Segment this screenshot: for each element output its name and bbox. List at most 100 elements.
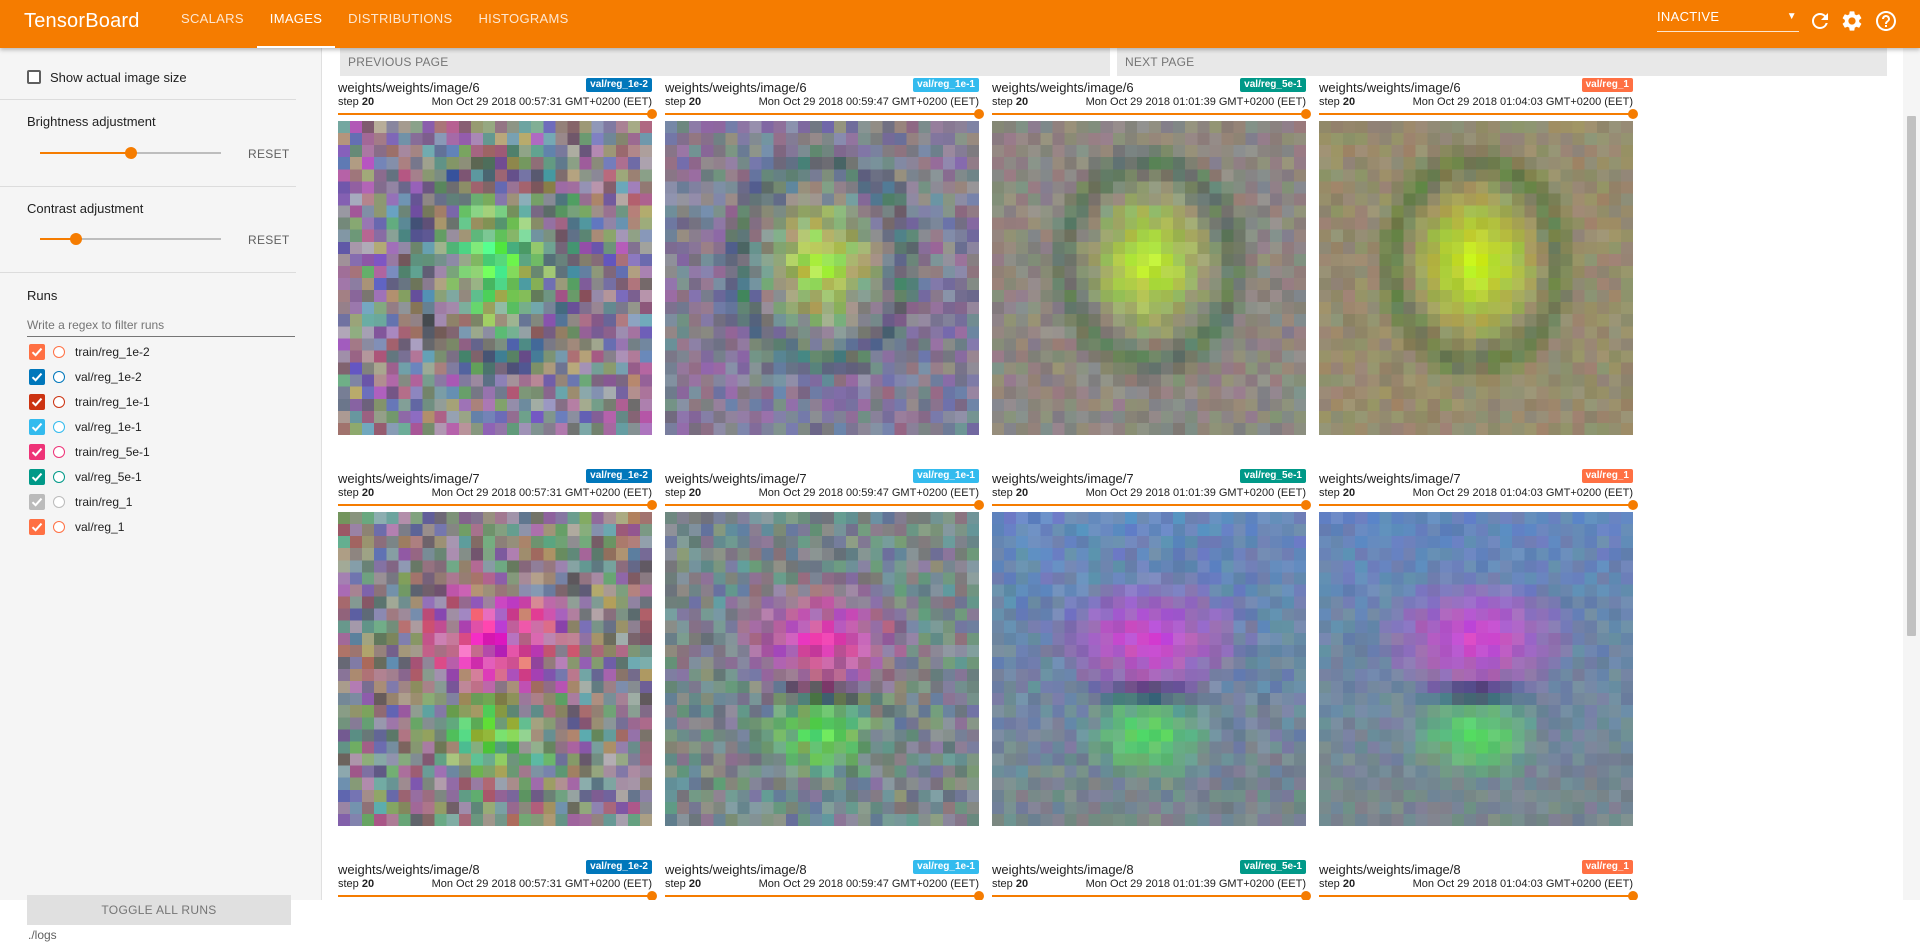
checkmark-icon — [30, 520, 44, 534]
step-slider-handle[interactable] — [974, 891, 984, 900]
step-label: step 20 — [338, 96, 374, 108]
run-color-radio[interactable] — [53, 371, 65, 383]
step-slider-handle[interactable] — [647, 891, 657, 900]
run-color-radio[interactable] — [53, 396, 65, 408]
brightness-reset-button[interactable]: RESET — [248, 147, 290, 161]
step-value: 20 — [1343, 487, 1355, 499]
step-slider[interactable] — [992, 895, 1306, 897]
step-label: step 20 — [1319, 878, 1355, 890]
step-slider-handle[interactable] — [1628, 891, 1638, 900]
image-tag-title: weights/weights/image/7 — [992, 471, 1134, 486]
contrast-handle[interactable] — [70, 233, 82, 245]
step-slider[interactable] — [992, 113, 1306, 115]
step-value: 20 — [1343, 878, 1355, 890]
step-slider-handle[interactable] — [974, 500, 984, 510]
tab-histograms[interactable]: HISTOGRAMS — [465, 0, 581, 48]
run-color-radio[interactable] — [53, 446, 65, 458]
run-checkbox[interactable] — [29, 519, 45, 535]
inactive-dashboards-select[interactable]: INACTIVE ▼ — [1657, 9, 1799, 32]
run-item[interactable]: val/reg_1 — [29, 517, 124, 537]
step-slider-handle[interactable] — [1628, 109, 1638, 119]
checkmark-icon — [30, 470, 44, 484]
app-title: TensorBoard — [24, 10, 140, 33]
help-icon[interactable] — [1874, 9, 1898, 33]
run-item[interactable]: train/reg_1 — [29, 492, 132, 512]
contrast-label: Contrast adjustment — [27, 201, 143, 216]
settings-icon[interactable] — [1840, 9, 1864, 33]
step-value: 20 — [1343, 96, 1355, 108]
image-tag-title: weights/weights/image/8 — [338, 862, 480, 877]
previous-page-button[interactable]: PREVIOUS PAGE — [340, 48, 1110, 76]
run-color-radio[interactable] — [53, 421, 65, 433]
step-label-text: step — [1319, 96, 1340, 108]
wall-time: Mon Oct 29 2018 00:57:31 GMT+0200 (EET) — [432, 96, 652, 108]
checkmark-icon — [30, 395, 44, 409]
contrast-reset-button[interactable]: RESET — [248, 233, 290, 247]
run-checkbox[interactable] — [29, 344, 45, 360]
step-slider-handle[interactable] — [1301, 109, 1311, 119]
wall-time: Mon Oct 29 2018 01:04:03 GMT+0200 (EET) — [1413, 96, 1633, 108]
run-item[interactable]: val/reg_1e-2 — [29, 367, 142, 387]
run-color-radio[interactable] — [53, 496, 65, 508]
image-tag-title: weights/weights/image/7 — [338, 471, 480, 486]
step-slider[interactable] — [338, 504, 652, 506]
step-slider[interactable] — [665, 895, 979, 897]
run-checkbox[interactable] — [29, 369, 45, 385]
step-slider-handle[interactable] — [1301, 891, 1311, 900]
run-checkbox[interactable] — [29, 494, 45, 510]
checkmark-icon — [30, 345, 44, 359]
run-item[interactable]: train/reg_5e-1 — [29, 442, 150, 462]
show-actual-size-checkbox[interactable] — [27, 70, 41, 84]
step-slider[interactable] — [1319, 113, 1633, 115]
step-slider[interactable] — [338, 113, 652, 115]
run-item[interactable]: train/reg_1e-2 — [29, 342, 150, 362]
vertical-scrollbar[interactable] — [1903, 48, 1920, 900]
run-badge: val/reg_1e-2 — [586, 860, 652, 874]
wall-time: Mon Oct 29 2018 01:01:39 GMT+0200 (EET) — [1086, 878, 1306, 890]
tab-distributions[interactable]: DISTRIBUTIONS — [335, 0, 465, 48]
run-badge: val/reg_5e-1 — [1240, 469, 1306, 483]
tab-scalars[interactable]: SCALARS — [168, 0, 257, 48]
step-slider[interactable] — [1319, 504, 1633, 506]
step-slider-handle[interactable] — [647, 109, 657, 119]
step-label-text: step — [1319, 878, 1340, 890]
run-checkbox[interactable] — [29, 444, 45, 460]
run-item[interactable]: train/reg_1e-1 — [29, 392, 150, 412]
step-slider-handle[interactable] — [647, 500, 657, 510]
step-slider[interactable] — [665, 504, 979, 506]
run-checkbox[interactable] — [29, 394, 45, 410]
run-label: val/reg_1 — [75, 520, 124, 534]
run-item[interactable]: val/reg_5e-1 — [29, 467, 142, 487]
run-color-radio[interactable] — [53, 521, 65, 533]
tab-images[interactable]: IMAGES — [257, 0, 335, 48]
next-page-button[interactable]: NEXT PAGE — [1117, 48, 1887, 76]
step-slider-handle[interactable] — [1628, 500, 1638, 510]
run-item[interactable]: val/reg_1e-1 — [29, 417, 142, 437]
wall-time: Mon Oct 29 2018 01:04:03 GMT+0200 (EET) — [1413, 487, 1633, 499]
step-slider[interactable] — [665, 113, 979, 115]
run-badge: val/reg_1 — [1582, 78, 1633, 92]
step-value: 20 — [362, 96, 374, 108]
step-slider-handle[interactable] — [974, 109, 984, 119]
run-color-radio[interactable] — [53, 471, 65, 483]
step-slider[interactable] — [1319, 895, 1633, 897]
image-tag-title: weights/weights/image/8 — [992, 862, 1134, 877]
run-checkbox[interactable] — [29, 469, 45, 485]
scrollbar-thumb[interactable] — [1907, 116, 1916, 636]
step-slider-handle[interactable] — [1301, 500, 1311, 510]
run-badge: val/reg_1e-2 — [586, 78, 652, 92]
brightness-handle[interactable] — [125, 147, 137, 159]
step-label: step 20 — [665, 487, 701, 499]
run-filter-input[interactable] — [27, 314, 295, 337]
step-slider[interactable] — [338, 895, 652, 897]
run-checkbox[interactable] — [29, 419, 45, 435]
step-slider[interactable] — [992, 504, 1306, 506]
weights-image — [992, 512, 1306, 826]
run-color-radio[interactable] — [53, 346, 65, 358]
refresh-icon[interactable] — [1808, 9, 1832, 33]
run-badge: val/reg_1e-1 — [913, 78, 979, 92]
image-tag-title: weights/weights/image/8 — [1319, 862, 1461, 877]
